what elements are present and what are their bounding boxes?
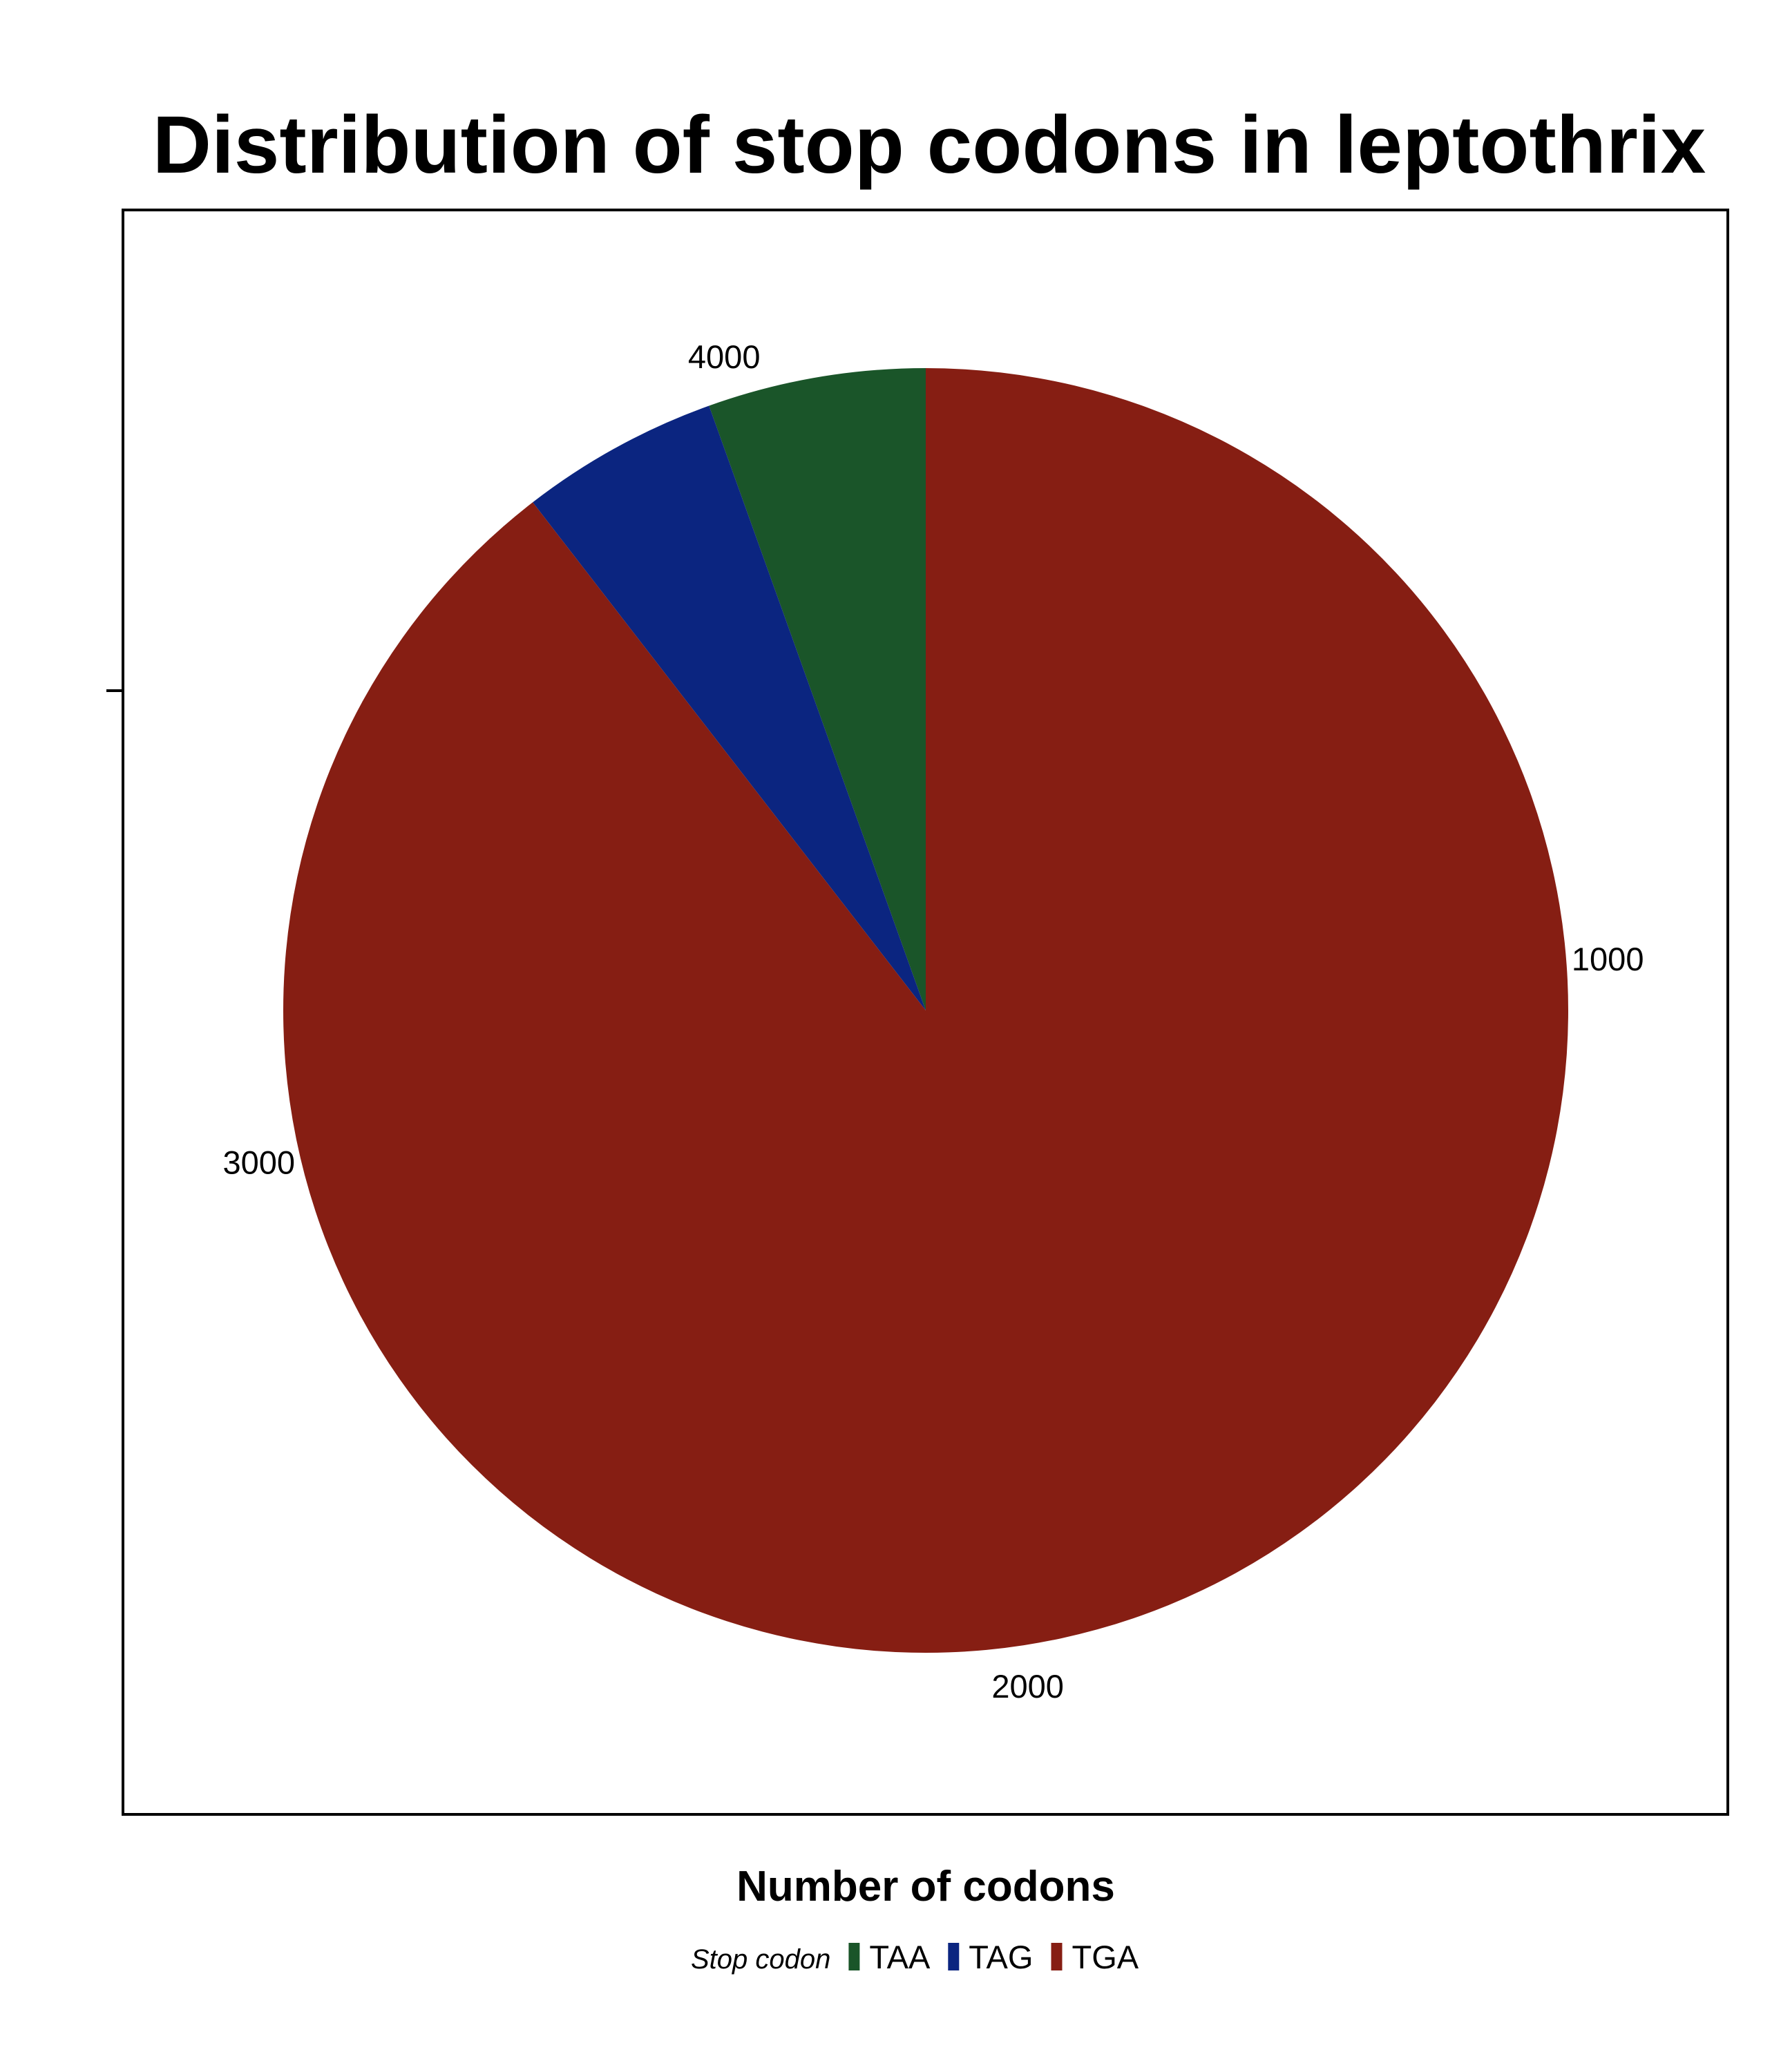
chart-title: Distribution of stop codons in leptothri… xyxy=(153,99,1706,191)
legend-label-tga: TGA xyxy=(1072,1939,1139,1975)
pie-slice-tag xyxy=(533,405,926,1010)
x-axis-label: Number of codons xyxy=(736,1863,1115,1910)
tick-label-3000: 3000 xyxy=(223,1144,296,1180)
legend-swatch-taa xyxy=(848,1943,860,1970)
legend-label-taa: TAA xyxy=(869,1939,931,1975)
pie-slices xyxy=(283,367,1568,1653)
tick-label-2000: 2000 xyxy=(991,1668,1064,1705)
legend-label-tag: TAG xyxy=(969,1939,1033,1975)
pie-slice-taa xyxy=(709,368,926,1010)
pie-tick-labels: 1000 2000 3000 4000 xyxy=(223,338,1644,1705)
pie-slice-tga xyxy=(283,367,1568,1653)
plot-panel-border xyxy=(122,209,1729,1816)
legend: Stop codon TAA TAG TGA xyxy=(691,1939,1139,1975)
legend-swatch-tag xyxy=(948,1943,960,1970)
tick-label-4000: 4000 xyxy=(688,338,761,375)
tick-label-1000: 1000 xyxy=(1572,941,1644,977)
legend-title: Stop codon xyxy=(691,1944,830,1975)
legend-swatch-tga xyxy=(1051,1943,1063,1970)
